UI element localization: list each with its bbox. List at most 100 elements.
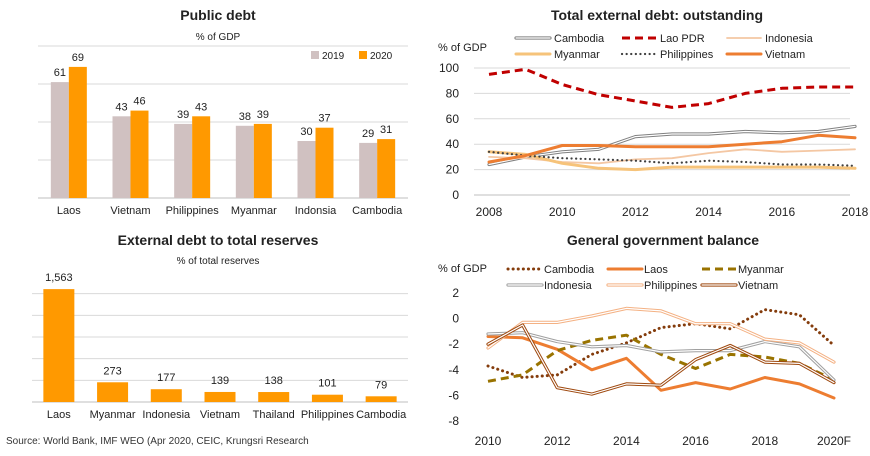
bar-2020-Vietnam	[130, 110, 149, 198]
data-label: 31	[380, 124, 392, 136]
data-label: 61	[54, 67, 66, 79]
bar-Thailand	[258, 392, 290, 402]
category-label: Indonsia	[295, 205, 337, 217]
data-label: 43	[115, 101, 127, 113]
data-label: 39	[257, 109, 269, 121]
data-label: 139	[211, 375, 229, 387]
category-label: Myanmar	[90, 409, 136, 421]
public-debt-chart: Public debt % of GDP 61 69 Laos 43 46 Vietnam 39…	[38, 7, 408, 217]
bar-2019-Cambodia	[359, 142, 378, 198]
category-label: Myanmar	[231, 205, 277, 217]
data-label: 69	[72, 52, 84, 64]
x-tick-label: 2016	[768, 205, 795, 219]
series-line-vietnam-inner	[487, 324, 835, 395]
x-tick-label: 2014	[613, 434, 640, 448]
bar-2019-Indonsia	[297, 141, 316, 198]
outstanding-title: Total external debt: outstanding	[551, 7, 763, 23]
bar-Philippines	[311, 394, 343, 402]
series-line-indonesia	[486, 331, 836, 382]
legend-label-Cambodia: Cambodia	[544, 264, 595, 276]
legend-label-Vietnam: Vietnam	[765, 49, 805, 61]
series-line-cambodia-inner	[488, 125, 856, 166]
government-balance-chart: General government balance % of GDP 2 0 -2 -4…	[438, 232, 851, 448]
x-tick-label: 2010	[475, 434, 502, 448]
bar-2019-Laos	[50, 82, 69, 198]
bar-2020-Indonsia	[315, 127, 334, 198]
data-label: 29	[362, 128, 374, 140]
x-tick-label: 2018	[751, 434, 778, 448]
data-label: 101	[318, 378, 336, 390]
y-tick-label: -2	[448, 337, 459, 351]
x-tick-label: 2012	[544, 434, 571, 448]
legend-label-Laos: Laos	[644, 264, 668, 276]
legend-label-Cambodia: Cambodia	[554, 33, 605, 45]
legend-label-Myanmar: Myanmar	[738, 264, 784, 276]
x-tick-label: 2008	[476, 205, 503, 219]
bar-Cambodia	[365, 396, 397, 402]
y-tick-label: 2	[452, 286, 459, 300]
category-label: Vietnam	[110, 205, 150, 217]
series-line-cambodia	[487, 124, 857, 167]
bar-2020-Philippines	[192, 116, 211, 198]
series-line-indonesia-inner	[487, 332, 835, 381]
series-line-myanmar	[487, 150, 857, 172]
y-tick-label: 40	[446, 137, 460, 151]
reserves-subtitle: % of total reserves	[177, 256, 260, 267]
y-tick-label: 80	[446, 86, 460, 100]
category-label: Cambodia	[352, 205, 403, 217]
category-label: Philippines	[301, 409, 355, 421]
x-tick-label: 2018	[842, 205, 869, 219]
data-label: 46	[133, 96, 145, 108]
y-tick-label: 20	[446, 163, 460, 177]
bar-Laos	[43, 289, 75, 402]
y-tick-label: -4	[448, 363, 459, 377]
data-label: 138	[265, 375, 283, 387]
data-label: 38	[239, 111, 251, 123]
category-label: Indonesia	[142, 409, 191, 421]
legend-label-Philippines: Philippines	[660, 49, 714, 61]
bar-2019-Myanmar	[235, 125, 254, 198]
x-tick-label: 2014	[695, 205, 722, 219]
external-debt-reserves-chart: External debt to total reserves % of tota…	[32, 232, 408, 421]
y-tick-label: 0	[452, 312, 459, 326]
balance-ylabel: % of GDP	[438, 263, 487, 275]
y-tick-label: 60	[446, 112, 460, 126]
series-line-myanmar	[487, 333, 835, 383]
series-line-laos	[486, 335, 836, 400]
legend-label-Vietnam: Vietnam	[738, 280, 778, 292]
bar-2020-Laos	[68, 66, 87, 199]
data-label: 273	[103, 365, 121, 377]
bar-Vietnam	[204, 391, 236, 402]
y-tick-label: 100	[439, 61, 459, 75]
bar-2019-Philippines	[174, 123, 193, 198]
legend-label-Myanmar: Myanmar	[554, 49, 600, 61]
legend-label-Indonesia: Indonesia	[544, 280, 593, 292]
legend-swatch-2019	[311, 51, 319, 59]
source-note: Source: World Bank, IMF WEO (Apr 2020, C…	[6, 436, 309, 447]
legend-label-2020: 2020	[370, 51, 393, 62]
x-tick-label: 2012	[622, 205, 649, 219]
data-label: 39	[177, 109, 189, 121]
x-tick-label: 2010	[549, 205, 576, 219]
data-label: 177	[157, 372, 175, 384]
reserves-title: External debt to total reserves	[118, 232, 319, 248]
series-line-vietnam	[487, 133, 857, 164]
data-label: 1,563	[45, 272, 73, 284]
y-tick-label: -6	[448, 388, 459, 402]
external-debt-outstanding-chart: Total external debt: outstanding % of GDP…	[438, 7, 869, 219]
series-line-philippines	[486, 306, 836, 364]
series-line-cambodia	[486, 308, 836, 379]
balance-title: General government balance	[567, 232, 759, 248]
category-label: Thailand	[253, 409, 295, 421]
category-label: Cambodia	[356, 409, 407, 421]
category-label: Vietnam	[200, 409, 240, 421]
data-label: 30	[300, 126, 312, 138]
bar-2019-Vietnam	[112, 116, 131, 198]
series-line-lao-pdr	[488, 67, 855, 109]
series-line-vietnam	[486, 323, 836, 396]
public-debt-subtitle: % of GDP	[196, 32, 241, 43]
bar-2020-Myanmar	[253, 123, 272, 198]
legend-label-Indonesia: Indonesia	[765, 33, 814, 45]
y-tick-label: 0	[452, 188, 459, 202]
x-tick-label: 2016	[682, 434, 709, 448]
